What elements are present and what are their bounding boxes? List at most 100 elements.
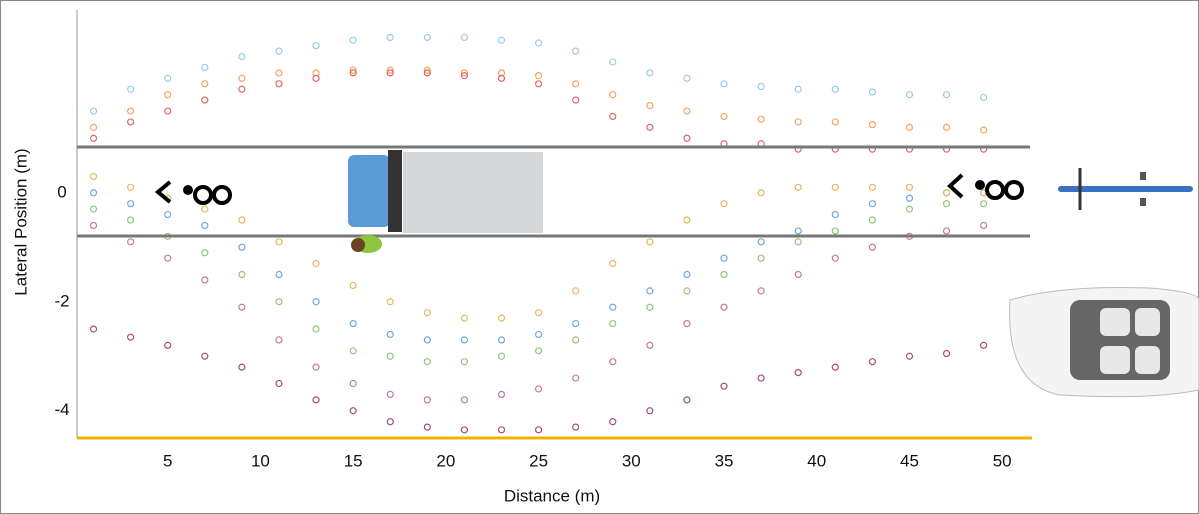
point: [460, 396, 469, 404]
point: [275, 379, 283, 388]
point: [683, 396, 691, 404]
point: [905, 194, 914, 202]
point: [572, 80, 580, 88]
point: [980, 200, 988, 208]
point: [609, 260, 617, 268]
point: [831, 118, 839, 126]
y-tick-label: -4: [54, 400, 69, 419]
point: [683, 319, 691, 328]
point: [831, 183, 839, 191]
point: [238, 303, 246, 311]
point: [497, 352, 506, 360]
point: [609, 303, 617, 311]
point: [905, 123, 914, 131]
point: [794, 183, 802, 191]
point: [238, 243, 246, 251]
x-tick-label: 5: [163, 451, 172, 470]
point: [720, 382, 728, 390]
point: [201, 276, 209, 284]
point: [423, 66, 431, 74]
point: [164, 341, 172, 349]
point: [89, 221, 98, 230]
point: [831, 227, 839, 235]
point: [646, 101, 654, 110]
point: [572, 319, 580, 328]
point: [423, 396, 431, 404]
point: [275, 238, 283, 246]
point: [646, 407, 654, 415]
point: [980, 221, 988, 230]
point: [609, 91, 617, 99]
point: [164, 254, 172, 262]
point: [386, 298, 394, 306]
point: [127, 238, 135, 246]
point: [89, 123, 98, 131]
point: [423, 309, 431, 317]
point: [275, 336, 283, 344]
x-tick-label: 30: [622, 451, 641, 470]
y-axis-title: Lateral Position (m): [11, 148, 30, 295]
point: [312, 74, 320, 82]
point: [646, 123, 654, 131]
point: [238, 85, 246, 93]
point: [423, 358, 431, 366]
point: [312, 298, 320, 306]
point: [794, 238, 802, 246]
x-tick-label: 25: [529, 451, 548, 470]
point: [720, 112, 728, 121]
point: [201, 221, 209, 230]
point: [905, 205, 914, 213]
point: [164, 210, 172, 219]
point: [683, 74, 691, 82]
point: [572, 374, 580, 382]
point: [757, 254, 765, 262]
point: [868, 121, 876, 129]
point: [349, 36, 357, 44]
point: [534, 347, 543, 355]
point: [572, 287, 580, 295]
point: [757, 189, 765, 197]
point: [794, 270, 802, 279]
point: [794, 227, 802, 235]
point: [534, 385, 543, 393]
point: [386, 330, 394, 339]
x-tick-label: 40: [807, 451, 826, 470]
point: [831, 210, 839, 219]
x-axis-title: Distance (m): [504, 486, 600, 505]
point: [683, 270, 691, 279]
point: [831, 363, 839, 371]
x-tick-label: 20: [436, 451, 455, 470]
point: [460, 314, 469, 322]
point: [460, 336, 469, 344]
point: [905, 352, 914, 360]
point: [349, 379, 357, 388]
point: [868, 358, 876, 366]
point: [942, 91, 951, 99]
point: [497, 390, 506, 399]
point: [534, 72, 543, 80]
point: [683, 216, 691, 224]
point: [127, 200, 135, 208]
point: [757, 82, 765, 91]
point: [534, 309, 543, 317]
point: [720, 270, 728, 279]
point: [794, 369, 802, 377]
bicycle: [1058, 168, 1193, 210]
point: [646, 238, 654, 246]
point: [89, 172, 98, 181]
point: [201, 96, 209, 104]
point: [312, 260, 320, 268]
point: [497, 74, 506, 82]
point: [683, 287, 691, 295]
point: [980, 341, 988, 349]
point: [127, 183, 135, 191]
point: [423, 69, 431, 77]
point: [942, 189, 951, 197]
point: [201, 80, 209, 88]
point: [349, 69, 357, 77]
point: [868, 200, 876, 208]
point: [646, 287, 654, 295]
point: [757, 238, 765, 246]
point: [386, 352, 394, 360]
